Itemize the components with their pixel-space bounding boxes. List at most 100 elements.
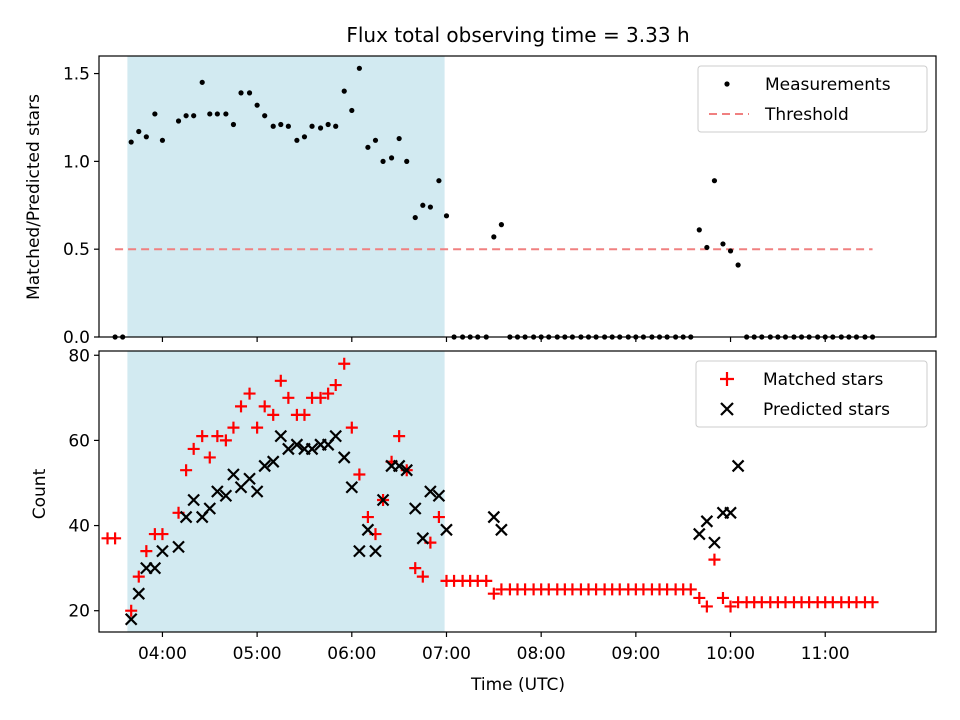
legend-measurements-label: Measurements xyxy=(765,75,891,95)
predicted-star-point xyxy=(400,463,413,477)
measurement-point xyxy=(491,234,497,240)
legend-predicted-marker xyxy=(720,402,734,416)
matched-star-point xyxy=(345,421,358,434)
x-tick-label: 05:00 xyxy=(233,644,282,664)
top-legend: Measurements Threshold xyxy=(697,65,928,133)
matched-star-point xyxy=(196,430,209,443)
top-panel: Flux total observing time = 3.33 h 0.00.… xyxy=(24,23,937,348)
matched-star-point xyxy=(700,600,713,613)
measurement-point xyxy=(704,244,710,251)
predicted-star-point xyxy=(243,472,256,486)
matched-star-point xyxy=(180,464,193,477)
matched-star-point xyxy=(219,434,232,447)
measurement-point xyxy=(191,113,197,119)
measurement-point xyxy=(270,123,276,129)
measurement-point xyxy=(136,128,142,135)
predicted-star-point xyxy=(329,429,342,443)
predicted-star-point xyxy=(708,536,721,549)
matched-star-point xyxy=(338,357,351,370)
measurement-point xyxy=(238,90,244,96)
matched-star-point xyxy=(203,451,216,464)
bottom-y-tick-label: 60 xyxy=(68,431,90,451)
bottom-panel: 20 40 60 80 04:00 05:00 06:00 07:00 08:00 09:00 1… xyxy=(30,346,937,695)
measurement-point xyxy=(214,111,220,117)
measurement-point xyxy=(365,144,371,150)
bottom-shaded-region xyxy=(127,351,445,632)
matched-star-point xyxy=(322,387,335,400)
predicted-star-point xyxy=(266,455,280,468)
measurement-point xyxy=(128,139,134,145)
legend-matched-marker xyxy=(720,372,734,386)
top-y-tick-label: 0.5 xyxy=(63,240,90,260)
x-tick-label: 11:00 xyxy=(801,644,850,664)
matched-star-point xyxy=(708,553,721,566)
measurement-point xyxy=(183,113,189,119)
matched-star-point xyxy=(480,574,493,587)
matched-star-point xyxy=(109,532,122,545)
matched-star-point xyxy=(267,408,280,421)
predicted-star-point xyxy=(731,459,745,473)
predicted-star-point xyxy=(337,451,351,464)
matched-star-point xyxy=(361,511,374,524)
matched-star-point xyxy=(724,600,737,613)
measurement-point xyxy=(230,121,237,128)
matched-star-point xyxy=(211,430,224,443)
top-y-tick-label: 0.0 xyxy=(63,328,90,348)
measurement-point xyxy=(341,88,347,94)
measurement-point xyxy=(735,262,741,268)
predicted-star-point xyxy=(282,442,295,456)
bottom-y-tick-label: 20 xyxy=(68,602,90,622)
matched-star-point xyxy=(235,400,248,413)
predicted-star-point xyxy=(274,429,288,443)
predicted-star-point xyxy=(424,485,437,498)
bottom-y-axis-ticks: 20 40 60 80 xyxy=(68,346,99,622)
matched-stars-points xyxy=(101,357,879,617)
x-tick-label: 08:00 xyxy=(517,644,566,664)
measurement-point xyxy=(443,213,450,219)
measurement-point xyxy=(396,135,402,142)
measurement-point xyxy=(199,79,205,85)
predicted-star-point xyxy=(353,544,366,558)
measurement-point xyxy=(404,158,410,164)
matched-star-point xyxy=(274,374,287,387)
measurement-point xyxy=(333,123,339,129)
predicted-star-point xyxy=(408,502,422,515)
matched-star-point xyxy=(227,421,240,434)
measurement-point xyxy=(309,123,315,129)
matched-star-point xyxy=(251,421,264,434)
legend-predicted-label: Predicted stars xyxy=(763,400,890,420)
x-tick-label: 07:00 xyxy=(422,644,471,664)
top-y-tick-label: 1.0 xyxy=(63,152,90,172)
predicted-star-point xyxy=(290,438,304,451)
measurement-point xyxy=(356,65,362,71)
measurement-point xyxy=(301,134,308,140)
matched-star-point xyxy=(132,570,145,583)
predicted-star-point xyxy=(211,485,224,498)
predicted-star-point xyxy=(487,510,501,524)
predicted-star-point xyxy=(693,527,706,541)
predicted-star-point xyxy=(172,540,185,554)
matched-star-point xyxy=(243,387,256,400)
matched-star-point xyxy=(282,391,295,404)
top-y-axis-ticks: 0.0 0.5 1.0 1.5 xyxy=(63,65,99,348)
matched-star-point xyxy=(329,379,342,392)
top-y-tick-label: 1.5 xyxy=(63,65,90,85)
bottom-y-tick-label: 80 xyxy=(68,346,90,366)
measurement-point xyxy=(223,111,229,117)
measurement-point xyxy=(380,158,386,164)
chart-title: Flux total observing time = 3.33 h xyxy=(346,23,689,47)
matched-star-point xyxy=(684,583,697,596)
bottom-y-tick-label: 40 xyxy=(68,517,90,537)
top-shaded-region xyxy=(127,56,445,337)
x-tick-label: 04:00 xyxy=(138,644,187,664)
predicted-star-point xyxy=(376,493,390,507)
predicted-star-point xyxy=(179,510,193,524)
bottom-y-axis-label: Count xyxy=(30,468,50,519)
measurement-point xyxy=(427,204,433,210)
bottom-legend: Matched stars Predicted stars xyxy=(695,360,928,428)
bottom-axes-frame xyxy=(98,350,937,633)
x-tick-label: 09:00 xyxy=(611,644,660,664)
top-legend-frame xyxy=(697,65,928,133)
top-x-axis-ticks xyxy=(161,337,826,342)
measurement-point xyxy=(325,121,331,128)
